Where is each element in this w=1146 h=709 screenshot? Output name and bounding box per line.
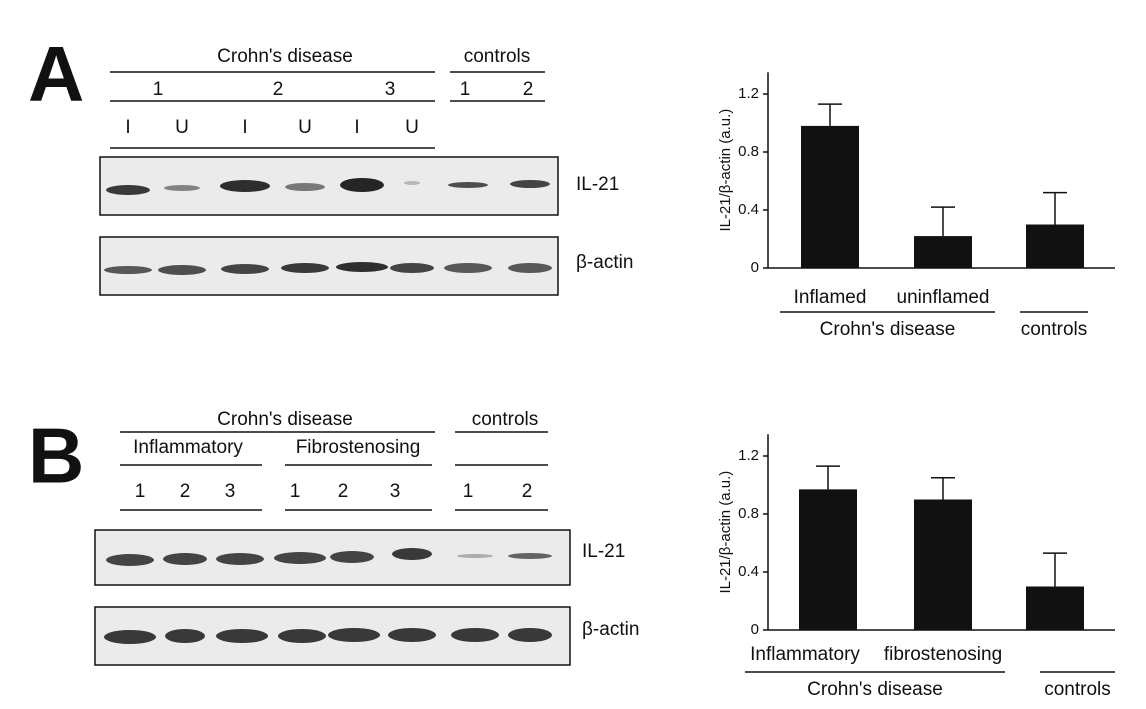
blot-band — [508, 553, 552, 559]
group-label: controls — [472, 409, 539, 430]
lane-number: 1 — [153, 79, 164, 100]
blot-band — [158, 265, 206, 275]
blot-band — [444, 263, 492, 273]
blot-band — [336, 262, 388, 272]
blot-band — [330, 551, 374, 563]
blot-band — [285, 183, 325, 191]
lane-label: U — [298, 117, 312, 138]
group-label: controls — [464, 46, 531, 67]
lane-number: 1 — [135, 481, 146, 502]
blot-band — [274, 552, 326, 564]
bar — [1026, 224, 1084, 268]
lane-number: 1 — [290, 481, 301, 502]
lane-label: I — [354, 117, 359, 138]
bar — [1026, 586, 1084, 630]
blot-band — [388, 628, 436, 642]
row-label: IL-21 — [576, 174, 619, 195]
bar — [914, 236, 972, 268]
blot-band — [164, 185, 200, 191]
group-label: Crohn's disease — [217, 46, 353, 67]
bar — [799, 489, 857, 630]
subgroup-label: Inflammatory — [133, 437, 243, 458]
group-label: Crohn's disease — [807, 679, 943, 700]
bar — [801, 125, 859, 269]
blot-band — [390, 263, 434, 273]
row-label: β-actin — [582, 619, 639, 640]
blot-band — [221, 264, 269, 274]
bar — [914, 499, 972, 630]
group-label: controls — [1021, 319, 1088, 340]
blot-band — [216, 629, 268, 643]
blot-band — [278, 629, 326, 643]
row-label: IL-21 — [582, 541, 625, 562]
lane-number: 3 — [225, 481, 236, 502]
panel-letter: B — [28, 412, 84, 500]
blot-band — [457, 554, 493, 558]
blot-band — [104, 266, 152, 274]
panel-letter: A — [28, 30, 84, 118]
blot-band — [510, 180, 550, 188]
x-tick-label: Inflammatory — [750, 644, 860, 665]
lane-number: 3 — [390, 481, 401, 502]
blot-band — [328, 628, 380, 642]
blot-band — [448, 182, 488, 188]
y-tick-label: 0.4 — [738, 563, 759, 580]
subgroup-label: Fibrostenosing — [296, 437, 421, 458]
blot-band — [106, 554, 154, 566]
lane-number: 2 — [522, 481, 533, 502]
lane-number: 2 — [273, 79, 284, 100]
blot-band — [104, 630, 156, 644]
blot-band — [163, 553, 207, 565]
lane-label: U — [175, 117, 189, 138]
y-tick-label: 1.2 — [738, 447, 759, 464]
lane-label: I — [125, 117, 130, 138]
blot-band — [508, 628, 552, 642]
y-tick-label: 0.8 — [738, 505, 759, 522]
blot-band — [216, 553, 264, 565]
blot-band — [165, 629, 205, 643]
blot-band — [340, 178, 384, 192]
x-tick-label: uninflamed — [897, 287, 990, 308]
group-label: Crohn's disease — [820, 319, 956, 340]
y-axis-label: IL-21/β-actin (a.u.) — [717, 471, 734, 594]
lane-label: U — [405, 117, 419, 138]
blot-band — [106, 185, 150, 195]
y-tick-label: 0 — [751, 621, 759, 638]
lane-number: 1 — [463, 481, 474, 502]
lane-number: 3 — [385, 79, 396, 100]
x-tick-label: Inflamed — [794, 287, 867, 308]
y-tick-label: 0.8 — [738, 143, 759, 160]
row-label: β-actin — [576, 252, 633, 273]
group-label: Crohn's disease — [217, 409, 353, 430]
lane-number: 2 — [180, 481, 191, 502]
x-tick-label: fibrostenosing — [884, 644, 1002, 665]
group-label: controls — [1044, 679, 1111, 700]
y-tick-label: 0 — [751, 259, 759, 276]
lane-label: I — [242, 117, 247, 138]
lane-number: 2 — [338, 481, 349, 502]
lane-number: 1 — [460, 79, 471, 100]
blot-band — [220, 180, 270, 192]
y-axis-label: IL-21/β-actin (a.u.) — [717, 109, 734, 232]
blot-band — [392, 548, 432, 560]
blot-band — [451, 628, 499, 642]
blot-band — [281, 263, 329, 273]
blot-band — [404, 181, 420, 185]
blot-band — [508, 263, 552, 273]
lane-number: 2 — [523, 79, 534, 100]
y-tick-label: 1.2 — [738, 85, 759, 102]
y-tick-label: 0.4 — [738, 201, 759, 218]
